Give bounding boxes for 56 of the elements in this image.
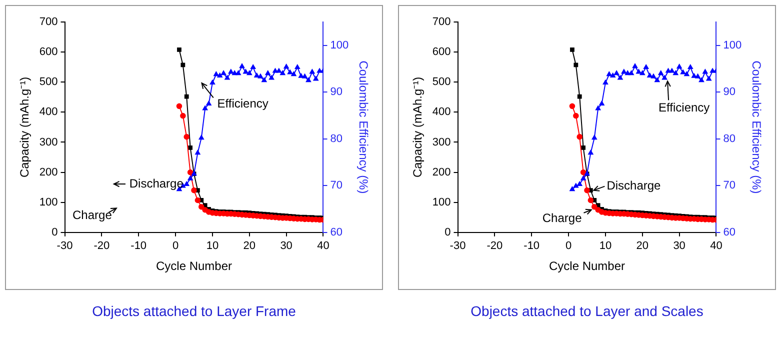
y-tick-label: 400 xyxy=(39,106,58,118)
y2-axis-title: Coulombic Efficiency (%) xyxy=(356,60,370,194)
text: Objects attached to Layer and Scales xyxy=(470,303,704,319)
x-tick-label: -30 xyxy=(450,240,466,252)
annotation: Efficiency xyxy=(217,96,268,110)
x-tick-label: -10 xyxy=(130,240,147,252)
text: Objects attached to Layer Frame xyxy=(91,303,297,319)
x-tick-label: 40 xyxy=(317,240,330,252)
x-tick-label: -10 xyxy=(524,240,540,252)
x-tick-label: 30 xyxy=(280,240,292,252)
y-tick-label: 0 xyxy=(444,226,451,238)
y-tick-label: 700 xyxy=(39,16,58,28)
x-tick-label: 10 xyxy=(599,240,612,252)
y-axis-title: Capacity (mAh.g⁻¹) xyxy=(410,76,425,178)
y2-tick-label: 100 xyxy=(330,39,349,52)
y-axis-title: Capacity (mAh.g⁻¹) xyxy=(18,76,32,178)
y2-tick-label: 90 xyxy=(723,86,736,98)
y-tick-label: 200 xyxy=(432,166,451,178)
y2-tick-label: 70 xyxy=(723,180,736,192)
annotation: Charge xyxy=(542,211,582,226)
x-tick-label: -20 xyxy=(486,240,503,252)
x-tick-label: 0 xyxy=(172,240,179,252)
annotation: Discharge xyxy=(606,178,662,193)
y2-tick-label: 80 xyxy=(330,132,342,145)
x-tick-label: -20 xyxy=(94,240,110,252)
y-tick-label: 200 xyxy=(39,166,58,178)
annotation: Efficiency xyxy=(658,100,710,115)
y-tick-label: 100 xyxy=(39,196,58,208)
y-tick-label: 100 xyxy=(432,196,451,208)
y2-tick-label: 60 xyxy=(330,226,342,238)
annotation: Discharge xyxy=(129,176,184,190)
y-tick-label: 300 xyxy=(39,136,58,148)
x-tick-label: 20 xyxy=(243,240,256,252)
y-tick-label: 700 xyxy=(432,16,451,28)
y2-tick-label: 100 xyxy=(723,39,742,52)
annotation: Charge xyxy=(72,208,112,222)
x-tick-label: 0 xyxy=(565,240,572,252)
y-tick-label: 300 xyxy=(432,136,451,148)
x-tick-label: 20 xyxy=(636,240,649,252)
x-axis-title: Cycle Number xyxy=(156,259,232,274)
x-tick-label: 30 xyxy=(673,240,686,252)
y2-axis-title: Coulombic Efficiency (%) xyxy=(749,60,764,194)
y2-tick-label: 70 xyxy=(330,180,342,192)
y-tick-label: 400 xyxy=(432,106,451,118)
y2-tick-label: 60 xyxy=(723,226,736,238)
x-tick-label: 40 xyxy=(710,240,722,252)
y-tick-label: 500 xyxy=(39,76,58,88)
y-tick-label: 0 xyxy=(52,226,58,238)
x-axis-title: Cycle Number xyxy=(548,259,626,274)
y-tick-label: 500 xyxy=(432,76,451,88)
y-tick-label: 600 xyxy=(39,46,58,58)
x-tick-label: -30 xyxy=(56,240,73,252)
y-tick-label: 600 xyxy=(432,46,451,58)
y2-tick-label: 90 xyxy=(330,86,342,98)
y2-tick-label: 80 xyxy=(723,132,736,145)
x-tick-label: 10 xyxy=(206,240,219,252)
